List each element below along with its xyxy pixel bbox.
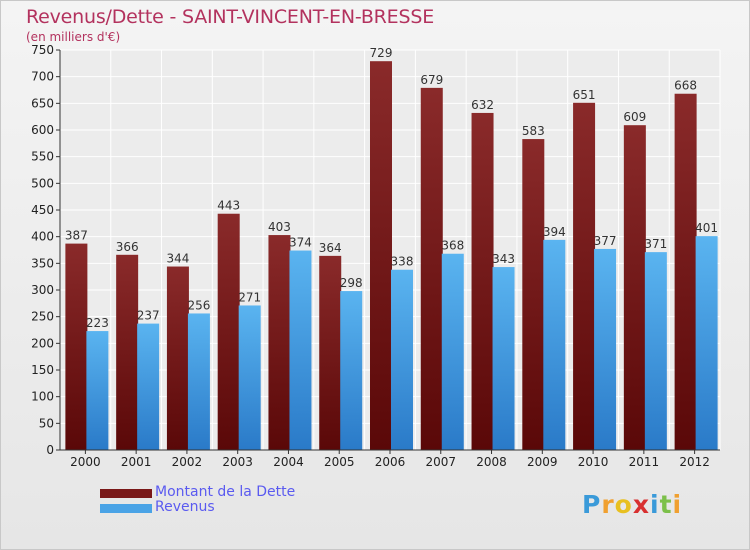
- data-label-revenus: 271: [238, 290, 261, 304]
- legend-label-debt: Montant de la Dette: [155, 484, 296, 500]
- data-label-revenus: 374: [289, 236, 312, 250]
- data-label-debt: 366: [116, 240, 139, 254]
- y-tick-label: 250: [31, 310, 54, 324]
- data-label-revenus: 298: [340, 276, 363, 290]
- logo-letter: t: [659, 490, 673, 519]
- x-tick-label: 2007: [425, 455, 456, 469]
- bar-debt: [623, 125, 646, 450]
- x-tick-label: 2004: [273, 455, 304, 469]
- y-tick-label: 0: [46, 443, 54, 457]
- bar-revenus: [238, 305, 261, 450]
- data-label-debt: 583: [522, 124, 545, 138]
- data-label-revenus: 237: [137, 309, 160, 323]
- y-tick-label: 300: [31, 283, 54, 297]
- data-label-revenus: 401: [695, 221, 718, 235]
- x-tick-label: 2011: [629, 455, 660, 469]
- bar-revenus: [289, 250, 312, 450]
- y-axis-label: (en milliers d'€): [26, 30, 121, 44]
- x-tick-label: 2006: [375, 455, 406, 469]
- data-label-revenus: 343: [492, 252, 515, 266]
- legend-swatch-debt: [100, 489, 152, 498]
- bar-revenus: [187, 313, 210, 450]
- x-tick-label: 2008: [476, 455, 507, 469]
- y-tick-label: 100: [31, 390, 54, 404]
- bar-revenus: [137, 323, 160, 450]
- proxiti-logo: Proxiti: [582, 490, 682, 519]
- bars: [65, 61, 718, 451]
- bar-debt: [65, 243, 88, 450]
- bar-debt: [370, 61, 392, 450]
- data-label-debt: 609: [623, 110, 646, 124]
- data-label-debt: 344: [166, 252, 189, 266]
- data-label-debt: 729: [370, 46, 393, 60]
- y-tick-label: 400: [31, 230, 54, 244]
- axes: 0 50 100 150 200 250 300 350 400 450 500 550 600 650 7…: [31, 43, 720, 469]
- x-tick-label: 2001: [121, 455, 152, 469]
- data-label-revenus: 368: [441, 239, 464, 253]
- bar-revenus: [86, 331, 109, 450]
- bar-revenus: [492, 267, 515, 450]
- bar-revenus: [441, 253, 464, 450]
- y-tick-label: 350: [31, 256, 54, 270]
- y-tick-label: 450: [31, 203, 54, 217]
- x-tick-label: 2009: [527, 455, 558, 469]
- bar-debt: [116, 254, 139, 450]
- bar-revenus: [340, 291, 363, 450]
- data-label-revenus: 256: [187, 298, 210, 312]
- legend-label-revenus: Revenus: [155, 499, 215, 515]
- x-tick-label: 2002: [172, 455, 203, 469]
- bar-revenus: [543, 239, 566, 450]
- bar-revenus: [695, 236, 718, 450]
- data-label-revenus: 394: [543, 225, 566, 239]
- bar-debt: [573, 102, 596, 451]
- data-label-debt: 403: [268, 220, 291, 234]
- bar-debt: [674, 93, 697, 450]
- bar-debt: [420, 87, 443, 450]
- x-tick-label: 2000: [70, 455, 101, 469]
- chart-title: Revenus/Dette - SAINT-VINCENT-EN-BRESSE: [26, 6, 435, 28]
- bar-revenus: [391, 269, 413, 450]
- data-labels: 387 223 366 237 344 256 443 271 403 374 364 298 729 3…: [65, 46, 718, 330]
- data-label-debt: 679: [420, 73, 443, 87]
- x-tick-label: 2003: [222, 455, 253, 469]
- y-tick-label: 150: [31, 363, 54, 377]
- bar-debt: [522, 139, 545, 451]
- data-label-debt: 651: [573, 88, 596, 102]
- y-tick-label: 650: [31, 96, 54, 110]
- bar-debt: [217, 213, 240, 450]
- y-tick-label: 750: [31, 43, 54, 57]
- logo-letter: i: [650, 490, 660, 519]
- bar-debt: [471, 112, 494, 450]
- logo-letter: i: [672, 490, 683, 519]
- y-tick-label: 600: [31, 123, 54, 137]
- data-label-debt: 364: [319, 241, 342, 255]
- y-tick-label: 550: [31, 150, 54, 164]
- logo-letter: x: [632, 490, 650, 519]
- bar-revenus: [644, 252, 667, 450]
- y-tick-label: 200: [31, 336, 54, 350]
- logo-letter: P: [582, 490, 602, 519]
- bar-debt: [319, 255, 342, 450]
- data-label-revenus: 371: [644, 237, 667, 251]
- logo-letter: o: [614, 490, 633, 519]
- data-label-revenus: 223: [86, 316, 109, 330]
- data-label-revenus: 338: [391, 255, 414, 269]
- y-tick-label: 700: [31, 70, 54, 84]
- y-tick-label: 500: [31, 176, 54, 190]
- legend-swatch-revenus: [100, 504, 152, 513]
- bar-debt: [166, 266, 189, 450]
- logo-letter: r: [601, 490, 615, 519]
- data-label-debt: 632: [471, 98, 494, 112]
- x-tick-label: 2012: [679, 455, 710, 469]
- x-tick-label: 2010: [578, 455, 609, 469]
- y-tick-label: 50: [39, 416, 54, 430]
- x-tick-label: 2005: [324, 455, 355, 469]
- bar-debt: [268, 235, 291, 450]
- data-label-debt: 443: [217, 199, 240, 213]
- data-label-debt: 668: [674, 79, 697, 93]
- data-label-debt: 387: [65, 229, 88, 243]
- bar-revenus: [594, 248, 617, 450]
- data-label-revenus: 377: [594, 234, 617, 248]
